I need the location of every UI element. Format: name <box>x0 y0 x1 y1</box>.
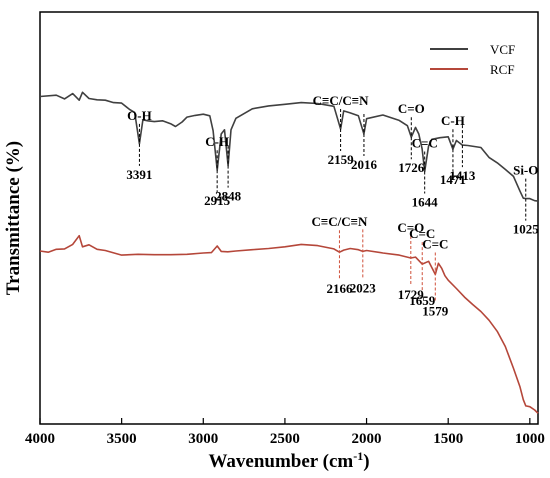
annotation-number-2159: 2159 <box>328 152 355 167</box>
annotation-number-1659: 1659 <box>409 293 436 308</box>
legend: VCF RCF <box>430 42 515 77</box>
annotation-number-1471: 1471 <box>440 172 466 187</box>
annotation-layer: 3391 O-H 2915 C-H 2848 2159 C≡C/C≡N 2016 1726 C=O… <box>126 93 539 318</box>
series-line-rcf <box>39 234 539 414</box>
x-axis-ticks: 4000 3500 3000 2500 2000 1500 1000 <box>25 418 545 447</box>
annotation-number-1726: 1726 <box>398 160 425 175</box>
annotation-label-1726: C=O <box>398 101 425 116</box>
x-tick-label-1000: 1000 <box>515 431 545 447</box>
y-axis-title: Transmittance (%) <box>3 141 24 295</box>
annotation-label-1659: C=C <box>409 226 435 241</box>
legend-label-vcf: VCF <box>490 42 515 57</box>
x-axis-title: Wavenumber (cm-1) <box>208 449 369 472</box>
annotation-number-1413: 1413 <box>449 168 476 183</box>
annotation-label-2159: C≡C/C≡N <box>313 93 370 108</box>
annotation-number-1579: 1579 <box>422 303 449 318</box>
x-tick-label-4000: 4000 <box>25 431 55 447</box>
annotation-label-1729: C=O <box>397 220 424 235</box>
series-line-vcf <box>39 91 539 202</box>
annotation-number-2016: 2016 <box>351 157 378 172</box>
annotation-number-2915: 2915 <box>204 193 231 208</box>
annotation-label-2915: C-H <box>205 134 229 149</box>
annotation-number-1644: 1644 <box>412 194 439 209</box>
x-tick-label-2000: 2000 <box>352 431 382 447</box>
annotation-number-1025: 1025 <box>513 222 540 237</box>
x-tick-label-3500: 3500 <box>107 431 137 447</box>
annotation-number-2166: 2166 <box>326 281 353 296</box>
x-tick-label-1500: 1500 <box>433 431 463 447</box>
annotation-label-1025: Si-O <box>513 163 538 178</box>
annotation-number-2848: 2848 <box>215 189 242 204</box>
annotation-label-2166: C≡C/C≡N <box>311 214 368 229</box>
x-tick-label-3000: 3000 <box>188 431 218 447</box>
annotation-label-1471: C-H <box>441 113 465 128</box>
annotation-number-3391: 3391 <box>126 167 152 182</box>
legend-label-rcf: RCF <box>490 62 515 77</box>
annotation-label-3391: O-H <box>127 108 152 123</box>
annotation-label-1644: C=C <box>412 135 438 150</box>
annotation-number-1729: 1729 <box>398 287 425 302</box>
annotation-number-2023: 2023 <box>350 280 377 295</box>
plot-frame <box>39 11 539 425</box>
series-layer <box>39 91 539 414</box>
x-tick-label-2500: 2500 <box>270 431 300 447</box>
annotation-label-1579: C=C <box>422 236 448 251</box>
